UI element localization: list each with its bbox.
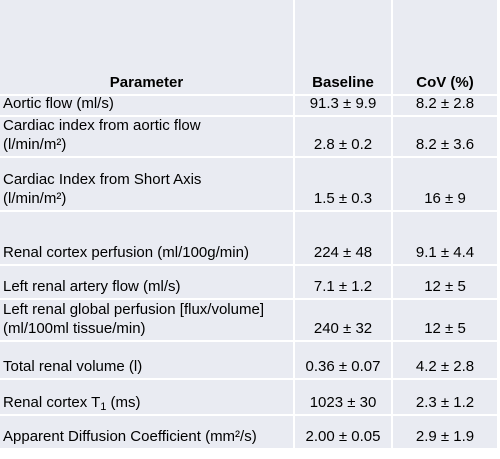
baseline-cell: 2.00 ± 0.05: [295, 416, 391, 448]
cov-value: 2.9 ± 1.9: [415, 428, 475, 445]
baseline-cell: 0.36 ± 0.07: [295, 342, 391, 378]
baseline-value: 0.36 ± 0.07: [305, 358, 381, 375]
table-row: Renal cortex perfusion (ml/100g/min) 224…: [0, 212, 500, 266]
parameter-line-1: Cardiac Index from Short Axis: [3, 171, 202, 188]
parameter-line-2: (l/min/m²): [3, 136, 67, 153]
parameter-cell: Aortic flow (ml/s): [0, 95, 293, 115]
cov-value: 9.1 ± 4.4: [415, 244, 475, 261]
baseline-value: 1.5 ± 0.3: [313, 190, 373, 207]
parameter-text: Total renal volume (l): [3, 358, 143, 375]
header-cov-text: CoV (%): [416, 74, 474, 91]
cov-cell: 9.1 ± 4.4: [393, 212, 497, 264]
parameter-line-1: Left renal global perfusion [flux/volume…: [3, 301, 264, 318]
cov-value: 8.2 ± 3.6: [415, 136, 475, 153]
parameter-text: Cardiac Index from Short Axis (l/min/m²): [3, 170, 201, 208]
cov-value: 4.2 ± 2.8: [415, 358, 475, 375]
parameter-subscript: 1: [100, 401, 107, 413]
parameter-text: Renal cortex perfusion (ml/100g/min): [3, 244, 249, 261]
parameter-unit: (ms): [106, 394, 141, 411]
cov-cell: 2.3 ± 1.2: [393, 380, 497, 414]
table-row: Cardiac index from aortic flow (l/min/m²)…: [0, 117, 500, 158]
header-parameter: Parameter: [0, 0, 293, 94]
baseline-value: 2.8 ± 0.2: [313, 136, 373, 153]
cov-cell: 16 ± 9: [393, 158, 497, 210]
parameter-text: Renal cortex T1 (ms): [3, 393, 141, 413]
cov-value: 16 ± 9: [424, 190, 466, 207]
cov-value: 12 ± 5: [424, 320, 466, 337]
parameter-cell: Renal cortex T1 (ms): [0, 380, 293, 414]
header-cov: CoV (%): [393, 0, 497, 94]
parameter-line-2: (l/min/m²): [3, 190, 67, 207]
cov-value: 8.2 ± 2.8: [415, 95, 475, 112]
table-row: Renal cortex T1 (ms) 1023 ± 30 2.3 ± 1.2: [0, 380, 500, 416]
table-row: Aortic flow (ml/s) 91.3 ± 9.9 8.2 ± 2.8: [0, 95, 500, 117]
parameter-line-1: Cardiac index from aortic flow: [3, 117, 201, 134]
baseline-cell: 2.8 ± 0.2: [295, 117, 391, 156]
parameter-text: Apparent Diffusion Coefficient (mm²/s): [3, 428, 257, 445]
parameter-text-main: Renal cortex T: [3, 394, 101, 411]
parameter-text: Left renal global perfusion [flux/volume…: [3, 300, 264, 338]
parameter-cell: Cardiac Index from Short Axis (l/min/m²): [0, 158, 293, 210]
table-row: Apparent Diffusion Coefficient (mm²/s) 2…: [0, 416, 500, 450]
parameter-cell: Left renal artery flow (ml/s): [0, 266, 293, 298]
baseline-value: 2.00 ± 0.05: [305, 428, 381, 445]
baseline-value: 224 ± 48: [313, 244, 373, 261]
baseline-cell: 7.1 ± 1.2: [295, 266, 391, 298]
cov-cell: 2.9 ± 1.9: [393, 416, 497, 448]
baseline-value: 240 ± 32: [313, 320, 373, 337]
parameter-cell: Renal cortex perfusion (ml/100g/min): [0, 212, 293, 264]
cov-cell: 4.2 ± 2.8: [393, 342, 497, 378]
baseline-value: 7.1 ± 1.2: [313, 278, 373, 295]
cov-cell: 12 ± 5: [393, 300, 497, 340]
baseline-cell: 224 ± 48: [295, 212, 391, 264]
parameter-cell: Cardiac index from aortic flow (l/min/m²): [0, 117, 293, 156]
parameter-text: Aortic flow (ml/s): [3, 95, 114, 112]
cov-value: 12 ± 5: [424, 278, 466, 295]
cov-cell: 12 ± 5: [393, 266, 497, 298]
parameter-text: Cardiac index from aortic flow (l/min/m²): [3, 116, 201, 154]
baseline-cell: 1.5 ± 0.3: [295, 158, 391, 210]
cov-cell: 8.2 ± 3.6: [393, 117, 497, 156]
baseline-cell: 240 ± 32: [295, 300, 391, 340]
table-row: Total renal volume (l) 0.36 ± 0.07 4.2 ±…: [0, 342, 500, 380]
parameter-cell: Apparent Diffusion Coefficient (mm²/s): [0, 416, 293, 448]
table-row: Cardiac Index from Short Axis (l/min/m²) …: [0, 158, 500, 212]
header-row: Parameter Baseline CoV (%): [0, 0, 500, 96]
baseline-value: 91.3 ± 9.9: [309, 95, 377, 112]
parameter-line-2: (ml/100ml tissue/min): [3, 320, 146, 337]
header-parameter-text: Parameter: [109, 74, 184, 91]
baseline-cell: 1023 ± 30: [295, 380, 391, 414]
table-row: Left renal artery flow (ml/s) 7.1 ± 1.2 …: [0, 266, 500, 300]
header-baseline: Baseline: [295, 0, 391, 94]
table-row: Left renal global perfusion [flux/volume…: [0, 300, 500, 342]
header-baseline-text: Baseline: [312, 74, 374, 91]
parameter-cell: Left renal global perfusion [flux/volume…: [0, 300, 293, 340]
parameter-text: Left renal artery flow (ml/s): [3, 278, 181, 295]
baseline-cell: 91.3 ± 9.9: [295, 95, 391, 115]
cov-cell: 8.2 ± 2.8: [393, 95, 497, 115]
parameter-cell: Total renal volume (l): [0, 342, 293, 378]
baseline-value: 1023 ± 30: [309, 394, 377, 411]
cov-value: 2.3 ± 1.2: [415, 394, 475, 411]
